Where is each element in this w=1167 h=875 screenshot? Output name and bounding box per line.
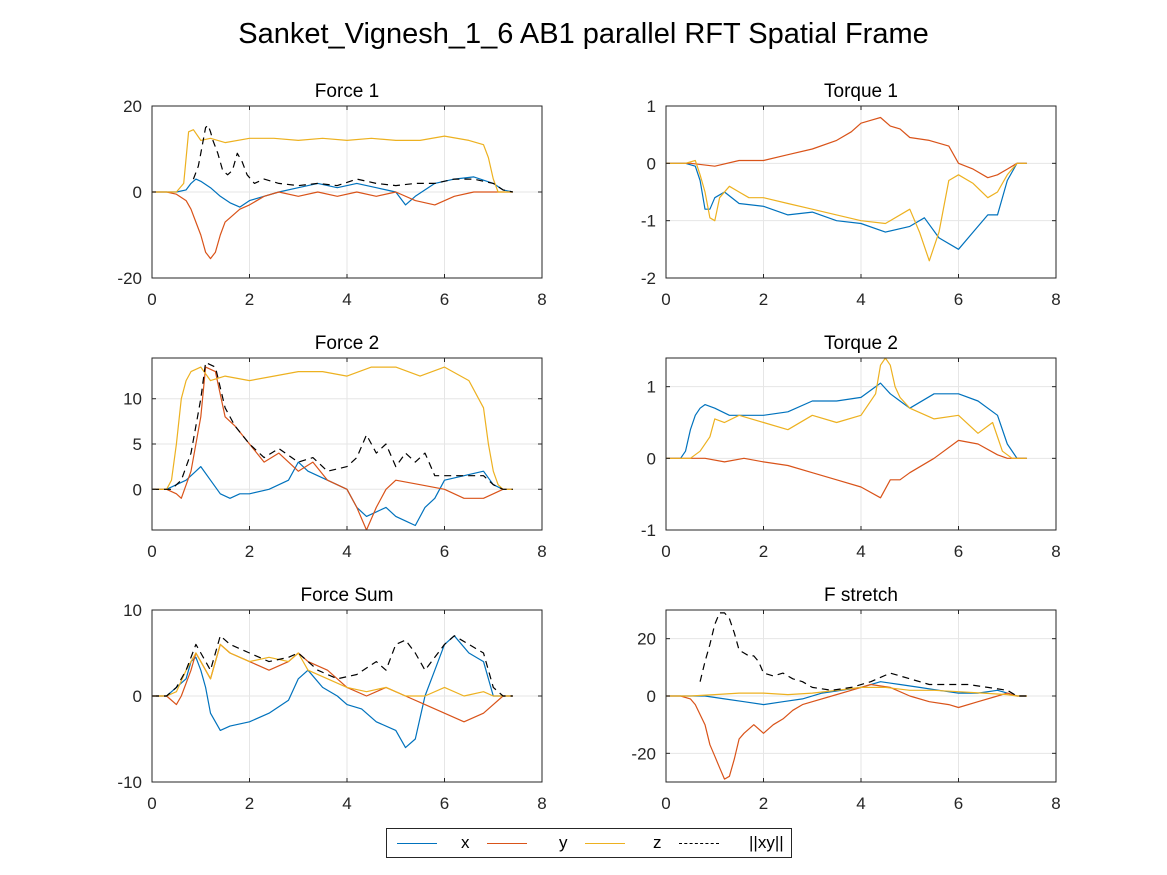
series-y-force-2 [152, 366, 513, 530]
x-tick-label-torque-2: 8 [1051, 542, 1060, 561]
x-tick-label-force-2: 4 [342, 542, 351, 561]
y-tick-label-force-1: 20 [123, 97, 142, 116]
legend-swatch-y [487, 843, 527, 844]
legend-swatch-z [585, 843, 625, 844]
y-tick-label-force-sum: 10 [123, 601, 142, 620]
y-tick-label-torque-1: -1 [641, 212, 656, 231]
x-tick-label-force-sum: 2 [245, 794, 254, 813]
x-tick-label-f-stretch: 8 [1051, 794, 1060, 813]
series-y-torque-1 [666, 116, 1027, 179]
x-tick-label-torque-1: 2 [759, 290, 768, 309]
legend-swatch-xy-norm [679, 843, 719, 844]
x-tick-label-f-stretch: 2 [759, 794, 768, 813]
series-xy-norm-force-1 [192, 124, 513, 193]
y-tick-label-force-2: 0 [133, 480, 142, 499]
series-xy-norm-f-stretch [699, 612, 1027, 697]
axes-title-torque-2: Torque 2 [824, 333, 898, 354]
series-y-torque-2 [666, 439, 1027, 499]
axes-f-stretch: 0 2 4 6 8 -20 0 20 F stretch [631, 585, 1060, 813]
x-tick-label-f-stretch: 4 [856, 794, 865, 813]
x-tick-label-torque-2: 0 [661, 542, 670, 561]
x-tick-label-torque-1: 8 [1051, 290, 1060, 309]
axes-title-force-1: Force 1 [315, 81, 379, 102]
x-tick-label-force-sum: 6 [440, 794, 449, 813]
x-tick-label-force-sum: 8 [537, 794, 546, 813]
legend-label-x: x [461, 833, 470, 852]
y-tick-label-torque-1: 0 [647, 154, 656, 173]
x-tick-label-force-1: 8 [537, 290, 546, 309]
x-tick-label-torque-1: 6 [954, 290, 963, 309]
y-tick-label-f-stretch: 0 [647, 687, 656, 706]
axes-torque-1: 0 2 4 6 8 -2 -1 0 1 Torque 1 [641, 81, 1061, 309]
series-y-force-1 [152, 191, 513, 260]
y-tick-label-force-2: 10 [123, 390, 142, 409]
y-tick-label-torque-2: -1 [641, 521, 656, 540]
x-tick-label-torque-1: 0 [661, 290, 670, 309]
x-tick-label-torque-2: 2 [759, 542, 768, 561]
legend-label-y: y [559, 833, 568, 852]
series-z-force-1 [152, 129, 513, 193]
y-tick-label-torque-1: 1 [647, 97, 656, 116]
y-tick-label-torque-2: 1 [647, 378, 656, 397]
axes-title-force-sum: Force Sum [301, 585, 394, 606]
series-y-f-stretch [666, 683, 1027, 780]
x-tick-label-force-sum: 4 [342, 794, 351, 813]
x-tick-label-torque-2: 6 [954, 542, 963, 561]
y-tick-label-force-1: 0 [133, 183, 142, 202]
axes-title-f-stretch: F stretch [824, 585, 898, 606]
x-tick-label-force-1: 6 [440, 290, 449, 309]
x-tick-label-torque-1: 4 [856, 290, 865, 309]
series-z-force-2 [152, 366, 513, 490]
y-tick-label-torque-1: -2 [641, 269, 656, 288]
x-tick-label-force-sum: 0 [147, 794, 156, 813]
axes-force-2: 0 2 4 6 8 0 5 10 Force 2 [123, 333, 547, 561]
y-tick-label-force-2: 5 [133, 435, 142, 454]
series-x-torque-1 [666, 162, 1027, 250]
series-x-torque-2 [666, 382, 1027, 459]
legend-label-xy-norm: ||xy|| [749, 833, 784, 852]
x-tick-label-force-1: 2 [245, 290, 254, 309]
legend-swatch-x [397, 843, 437, 844]
x-tick-label-force-2: 8 [537, 542, 546, 561]
x-tick-label-force-2: 0 [147, 542, 156, 561]
x-tick-label-force-1: 0 [147, 290, 156, 309]
y-tick-label-torque-2: 0 [647, 449, 656, 468]
axes-title-torque-1: Torque 1 [824, 81, 898, 102]
series-z-force-sum [152, 643, 513, 697]
x-tick-label-force-2: 6 [440, 542, 449, 561]
series-z-torque-1 [666, 159, 1027, 262]
figure-title: Sanket_Vignesh_1_6 AB1 parallel RFT Spat… [238, 18, 929, 50]
y-tick-label-force-sum: 0 [133, 687, 142, 706]
axes-force-1: 0 2 4 6 8 -20 0 20 Force 1 [117, 81, 546, 309]
y-tick-label-f-stretch: 20 [637, 630, 656, 649]
legend: x y z ||xy|| [386, 828, 792, 858]
axes-torque-2: 0 2 4 6 8 -1 0 1 Torque 2 [641, 333, 1061, 561]
x-tick-label-f-stretch: 0 [661, 794, 670, 813]
axes-title-force-2: Force 2 [315, 333, 379, 354]
y-tick-label-force-1: -20 [117, 269, 142, 288]
legend-label-z: z [653, 833, 662, 852]
x-tick-label-torque-2: 4 [856, 542, 865, 561]
x-tick-label-force-1: 4 [342, 290, 351, 309]
y-tick-label-f-stretch: -20 [631, 744, 656, 763]
x-tick-label-f-stretch: 6 [954, 794, 963, 813]
series-z-torque-2 [666, 358, 1027, 459]
y-tick-label-force-sum: -10 [117, 773, 142, 792]
series-xy-norm-force-2 [152, 361, 513, 490]
axes-force-sum: 0 2 4 6 8 -10 0 10 Force Sum [117, 585, 546, 813]
x-tick-label-force-2: 2 [245, 542, 254, 561]
series-z-f-stretch [666, 686, 1027, 697]
